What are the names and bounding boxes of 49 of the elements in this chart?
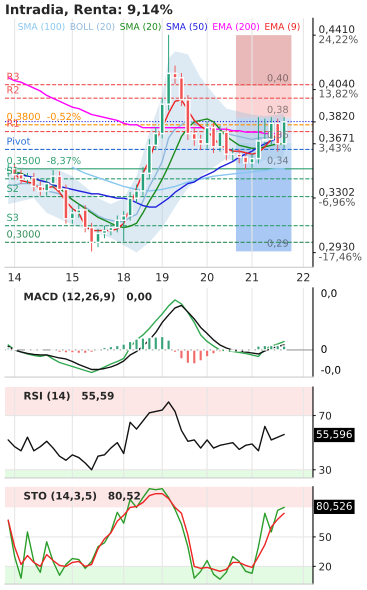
chart-title: STO (14,3,5) 80,52 (24, 492, 140, 502)
y-tick-label: 0,2930 (319, 242, 354, 252)
ref-line-label: S3 (7, 214, 18, 222)
x-tick-label: 15 (66, 273, 78, 282)
chart-title: MACD (12,26,9) 0,00 (24, 292, 152, 302)
chart-title: Intradia, Renta: 9,14% (6, 4, 172, 16)
y-tick-label: 30 (319, 466, 332, 474)
band-label: 0,34 (268, 156, 288, 165)
line-series (8, 401, 285, 470)
text: -0,0 (321, 366, 340, 375)
x-tick-label: 21 (246, 273, 258, 282)
y2-tick-label: -6,96% (319, 198, 355, 207)
y2-tick-label: 13,82% (320, 90, 358, 99)
ref-line-label: 0,3500 -8,37% (7, 156, 81, 166)
text: SMA (20) (120, 22, 161, 32)
text: BOLL (20) (70, 22, 114, 32)
x-tick-label: 20 (200, 273, 214, 282)
text: 0 (321, 345, 327, 354)
y-tick-label: 20 (319, 562, 332, 571)
text: EMA (9) (265, 22, 300, 32)
y2-tick-label: 3,43% (319, 144, 352, 153)
y-tick-label: 0,3671 (319, 134, 354, 143)
band-label: 0,38 (268, 106, 288, 114)
chart-title: RSI (14) 55,59 (24, 392, 114, 401)
ref-line-label: 0,3000 (7, 230, 40, 239)
y-tick-label: 0,4410 (319, 25, 354, 34)
ref-line-label: 0,3800 -0,52% (7, 112, 81, 122)
y-tick-label: 0,3302 (319, 188, 354, 197)
ref-line-label: R3 (7, 72, 19, 80)
ref-line-label: R2 (7, 86, 18, 94)
text: EMA (200) (213, 22, 260, 32)
y2-tick-label: 24,22% (319, 35, 358, 44)
x-tick-label: 14 (8, 273, 22, 282)
y-tick-label: 0,3820 (319, 112, 354, 121)
y-tick-label: 50 (319, 533, 332, 542)
y-tick-label: 70 (319, 412, 332, 420)
x-tick-label: 18 (118, 273, 130, 282)
ref-line-label: Pivot (7, 137, 30, 145)
text: 0,0 (321, 289, 337, 298)
x-tick-label: 22 (297, 273, 310, 282)
annotation: 80,526 (316, 502, 352, 511)
band-label: 0,40 (268, 74, 288, 82)
x-tick-label: 19 (156, 273, 168, 282)
annotation: 55,596 (316, 430, 352, 440)
text: SMA (50) (166, 22, 207, 32)
text: SMA (100) (18, 22, 64, 32)
y2-tick-label: -17,46% (319, 252, 362, 262)
y-tick-label: 0,4040 (319, 80, 354, 89)
ref-line-label: S2 (7, 184, 18, 192)
